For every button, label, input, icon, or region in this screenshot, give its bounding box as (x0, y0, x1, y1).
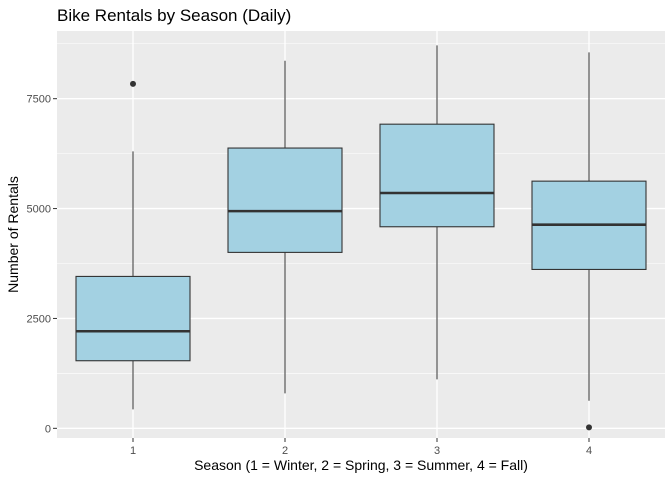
iqr-box (379, 123, 495, 228)
x-axis: 1 2 3 4 (130, 438, 592, 457)
outlier-point (130, 80, 136, 87)
x-tick-label: 2 (282, 445, 288, 457)
x-tick-label: 3 (434, 445, 440, 457)
iqr-box (75, 275, 191, 362)
y-tick-label: 5000 (27, 204, 51, 216)
box-season-2 (227, 60, 343, 394)
x-tick-label: 4 (586, 445, 592, 457)
y-axis-title: Number of Rentals (5, 176, 21, 293)
y-tick-label: 0 (45, 423, 51, 435)
box-season-4 (531, 52, 647, 431)
minor-gridlines (57, 43, 665, 374)
x-axis-title: Season (1 = Winter, 2 = Spring, 3 = Summ… (194, 457, 528, 473)
y-tick-label: 7500 (27, 94, 51, 106)
x-tick-label: 1 (130, 445, 136, 457)
outlier-point (586, 424, 592, 431)
box-season-1 (75, 80, 191, 410)
y-tick-label: 2500 (27, 313, 51, 325)
y-axis: 0 2500 5000 7500 (27, 94, 57, 435)
box-series (75, 45, 647, 431)
box-season-3 (379, 45, 495, 380)
chart-title: Bike Rentals by Season (Daily) (57, 6, 291, 25)
iqr-box (227, 147, 343, 253)
